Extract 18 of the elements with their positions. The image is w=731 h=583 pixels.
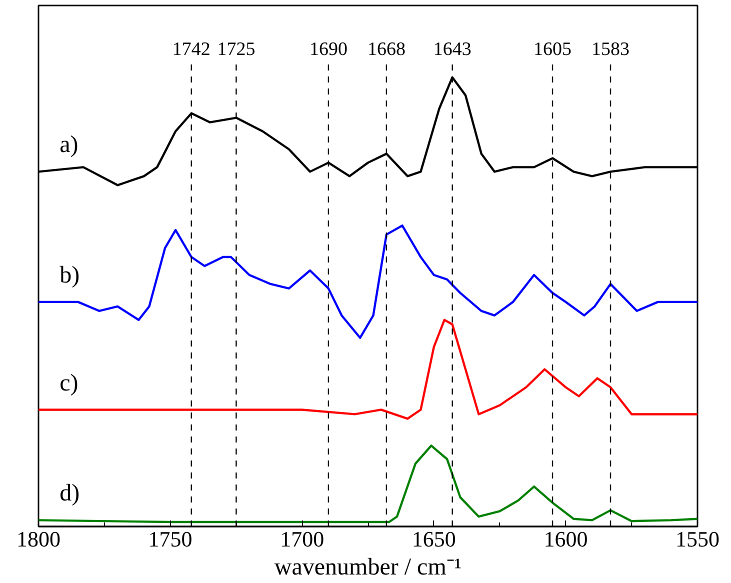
ref-line-label: 1668 <box>367 38 406 60</box>
ref-line-label: 1725 <box>217 38 256 60</box>
series-label: a) <box>60 132 78 158</box>
x-tick-label: 1650 <box>412 526 456 552</box>
x-tick-label: 1750 <box>148 526 192 552</box>
ref-line-label: 1690 <box>309 38 348 60</box>
ref-line-label: 1583 <box>592 38 630 60</box>
x-tick-label: 1700 <box>280 526 324 552</box>
x-axis-title: wavenumber / cm⁻¹ <box>274 554 462 580</box>
ref-line-label: 1643 <box>433 38 472 60</box>
ref-line-label: 1742 <box>172 38 210 60</box>
series-label: c) <box>60 370 78 396</box>
x-tick-label: 1800 <box>16 526 60 552</box>
series-label: b) <box>60 262 80 288</box>
x-tick-label: 1550 <box>676 526 720 552</box>
x-tick-label: 1600 <box>544 526 588 552</box>
series-label: d) <box>60 480 80 507</box>
ref-line-label: 1605 <box>534 38 572 60</box>
